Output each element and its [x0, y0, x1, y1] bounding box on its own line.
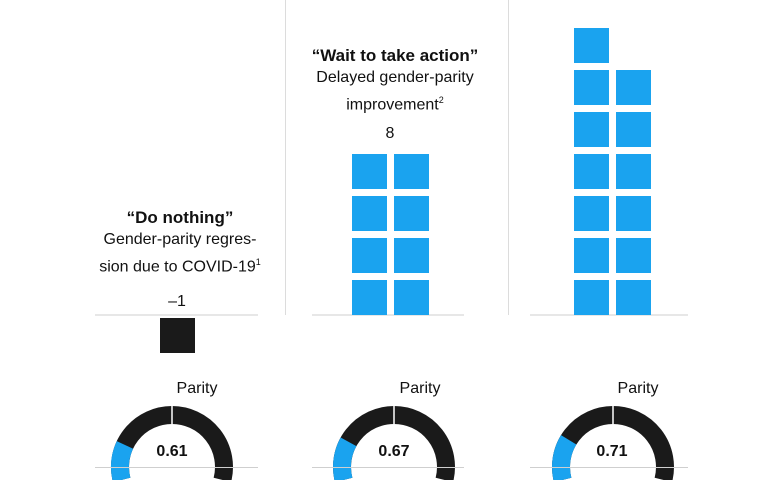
scenario-3-block	[616, 238, 651, 273]
scenario-2-block	[394, 280, 429, 315]
scenario-3-block	[574, 280, 609, 315]
scenario-3-block	[574, 238, 609, 273]
scenario-3-block	[616, 196, 651, 231]
scenario-1-footnote: 1	[255, 257, 261, 267]
gauge-3-value: 0.71	[596, 443, 628, 460]
scenario-3-block	[574, 28, 609, 63]
scenario-1-subtitle-line-1: Gender-parity regres-	[103, 231, 257, 248]
scenario-3-block	[574, 154, 609, 189]
scenario-2-block	[352, 154, 387, 189]
scenario-2-subtitle-line-1: Delayed gender-parity	[316, 69, 474, 86]
scenario-2-footnote: 2	[438, 95, 444, 105]
scenario-1-subtitle-line-2: sion due to COVID-19	[99, 258, 256, 276]
scenario-2-block	[394, 238, 429, 273]
scenario-3-block	[574, 112, 609, 147]
scenario-3-block	[574, 70, 609, 105]
scenario-2-value-label: 8	[385, 125, 395, 142]
gauge-2-parity-label: Parity	[399, 380, 441, 397]
scenario-3-block	[616, 112, 651, 147]
gauge-1-value: 0.61	[156, 443, 188, 460]
scenario-3-block	[616, 70, 651, 105]
scenario-1-value-label: –1	[168, 293, 186, 310]
gauge-1-parity-label: Parity	[176, 380, 218, 397]
scenario-3-block	[574, 196, 609, 231]
scenario-1-subtitle-line-2-wrap: sion due to COVID-191	[80, 251, 280, 278]
scenario-1-heading: “Do nothing” Gender-parity regres- sion …	[80, 207, 280, 278]
scenario-3-block	[616, 280, 651, 315]
gauge-3-fill	[552, 435, 577, 480]
scenario-2-block	[352, 196, 387, 231]
scenario-1-block	[160, 318, 195, 353]
gauge-1-fill	[111, 441, 134, 480]
scenario-2-block	[394, 154, 429, 189]
panel-divider-1	[285, 0, 286, 315]
scenario-2-block	[394, 196, 429, 231]
scenario-2-heading: “Wait to take action” Delayed gender-par…	[290, 45, 500, 116]
scenario-1-title: “Do nothing”	[126, 208, 234, 227]
gauge-2-fill	[333, 437, 357, 480]
gauge-3-parity-label: Parity	[617, 380, 659, 397]
scenario-2-subtitle-line-2: improvement	[346, 96, 439, 114]
scenario-3-block	[616, 154, 651, 189]
gauge-2-value: 0.67	[378, 443, 410, 460]
scenario-2-subtitle-line-2-wrap: improvement2	[290, 89, 500, 116]
panel-divider-2	[508, 0, 509, 315]
scenario-2-block	[352, 238, 387, 273]
scenario-2-title: “Wait to take action”	[311, 46, 479, 65]
scenario-2-block	[352, 280, 387, 315]
